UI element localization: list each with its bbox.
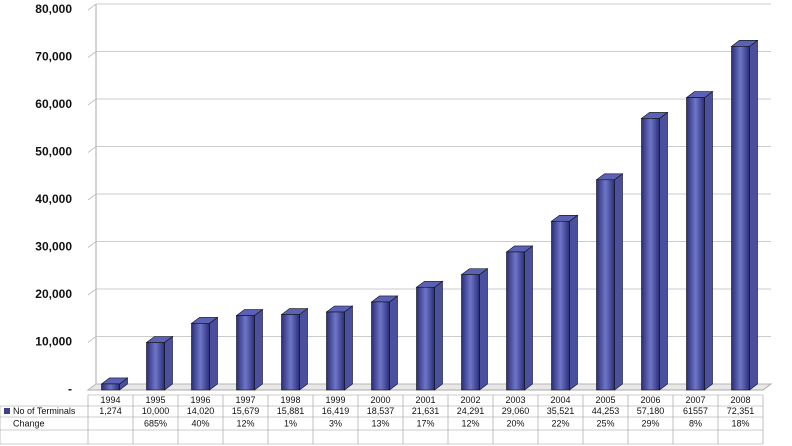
- bar: [596, 179, 615, 391]
- change-label: 29%: [641, 418, 659, 428]
- bar: [371, 301, 390, 391]
- value-label: 1,274: [99, 406, 122, 416]
- legend-swatch: [4, 408, 10, 414]
- y-tick-label: 30,000: [35, 240, 72, 254]
- grid-line: [87, 51, 771, 58]
- value-label: 18,537: [367, 406, 395, 416]
- value-label: 72,351: [727, 406, 755, 416]
- change-label: 1%: [284, 418, 297, 428]
- bar-side: [389, 295, 398, 391]
- change-label: 25%: [596, 418, 614, 428]
- grid-line: [87, 193, 771, 201]
- y-tick-label: 10,000: [35, 335, 72, 349]
- change-label: 13%: [371, 418, 389, 428]
- value-label: 14,020: [187, 406, 215, 416]
- bar: [281, 314, 300, 391]
- grid-line: [87, 98, 771, 106]
- bar: [101, 383, 120, 391]
- bar: [416, 286, 435, 391]
- bar-side: [614, 173, 623, 391]
- y-tick-label: 70,000: [35, 50, 72, 64]
- x-tick-label: 1998: [280, 395, 300, 405]
- row-label: Change: [13, 418, 45, 428]
- value-label: 10,000: [142, 406, 170, 416]
- x-tick-label: 1996: [190, 395, 210, 405]
- bar: [731, 46, 750, 391]
- change-label: 3%: [329, 418, 342, 428]
- x-tick-label: 2004: [550, 395, 570, 405]
- bar: [461, 274, 480, 391]
- value-label: 35,521: [547, 406, 575, 416]
- x-tick-label: 2006: [640, 395, 660, 405]
- grid-line: [87, 241, 771, 248]
- bar-side: [344, 305, 353, 391]
- x-tick-label: 2005: [595, 395, 615, 405]
- bar-side: [704, 91, 713, 391]
- y-tick-label: 60,000: [35, 97, 72, 111]
- x-tick-label: 1997: [235, 395, 255, 405]
- x-tick-label: 2008: [730, 395, 750, 405]
- bar-side: [524, 245, 533, 391]
- value-label: 21,631: [412, 406, 440, 416]
- change-label: 12%: [236, 418, 254, 428]
- bar: [686, 97, 705, 391]
- x-tick-label: 2007: [685, 395, 705, 405]
- bar-side: [254, 308, 263, 391]
- change-label: 8%: [689, 418, 702, 428]
- x-tick-label: 2002: [460, 395, 480, 405]
- x-tick-label: 2000: [370, 395, 390, 405]
- bar: [506, 251, 525, 391]
- grid-line: [87, 146, 771, 153]
- bar-side: [164, 335, 173, 391]
- value-label: 57,180: [637, 406, 665, 416]
- y-tick-label: 20,000: [35, 287, 72, 301]
- value-label: 29,060: [502, 406, 530, 416]
- bar: [641, 118, 660, 391]
- change-label: 40%: [191, 418, 209, 428]
- bar-side: [749, 39, 758, 391]
- bar-side: [479, 268, 488, 391]
- grid-line: [87, 288, 771, 296]
- y-tick-label: -: [68, 382, 72, 396]
- value-label: 15,881: [277, 406, 305, 416]
- y-tick-label: 40,000: [35, 192, 72, 206]
- x-tick-label: 1994: [100, 395, 120, 405]
- bar-side: [209, 316, 218, 391]
- bar: [551, 220, 570, 391]
- value-label: 16,419: [322, 406, 350, 416]
- grid-line: [87, 336, 771, 343]
- bar: [326, 311, 345, 391]
- y-tick-label: 80,000: [35, 2, 72, 16]
- x-tick-label: 2003: [505, 395, 525, 405]
- change-label: 18%: [731, 418, 749, 428]
- grid-line: [87, 383, 771, 391]
- bar: [236, 315, 255, 391]
- x-tick-label: 2001: [415, 395, 435, 405]
- value-label: 61557: [683, 406, 708, 416]
- bar-side: [569, 214, 578, 391]
- bar: [191, 323, 210, 391]
- change-label: 20%: [506, 418, 524, 428]
- x-tick-label: 1999: [325, 395, 345, 405]
- grid-line: [87, 3, 771, 11]
- bar-side: [299, 307, 308, 391]
- change-label: 12%: [461, 418, 479, 428]
- value-label: 15,679: [232, 406, 260, 416]
- y-tick-label: 50,000: [35, 145, 72, 159]
- bar-side: [434, 280, 443, 391]
- change-label: 17%: [416, 418, 434, 428]
- value-label: 44,253: [592, 406, 620, 416]
- bar: [146, 342, 165, 391]
- bar-side: [659, 111, 668, 391]
- value-label: 24,291: [457, 406, 485, 416]
- legend-label: No of Terminals: [13, 406, 76, 416]
- change-label: 22%: [551, 418, 569, 428]
- change-label: 685%: [144, 418, 167, 428]
- x-tick-label: 1995: [145, 395, 165, 405]
